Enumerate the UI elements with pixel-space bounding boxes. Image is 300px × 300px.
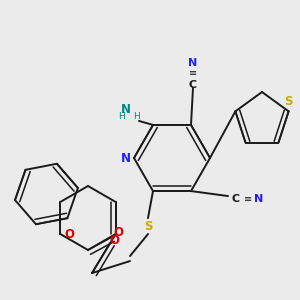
- Text: S: S: [144, 220, 152, 232]
- Text: O: O: [113, 226, 123, 239]
- Text: N: N: [121, 152, 131, 164]
- Text: N: N: [121, 103, 131, 116]
- Text: S: S: [284, 95, 293, 108]
- Text: H: H: [118, 112, 125, 122]
- Text: C: C: [189, 80, 197, 90]
- Text: ≡: ≡: [244, 194, 252, 204]
- Text: N: N: [188, 58, 198, 68]
- Text: H: H: [133, 112, 140, 122]
- Text: O: O: [109, 234, 119, 247]
- Text: O: O: [64, 227, 74, 241]
- Text: ≡: ≡: [189, 68, 197, 78]
- Text: N: N: [254, 194, 264, 204]
- Text: C: C: [232, 194, 240, 204]
